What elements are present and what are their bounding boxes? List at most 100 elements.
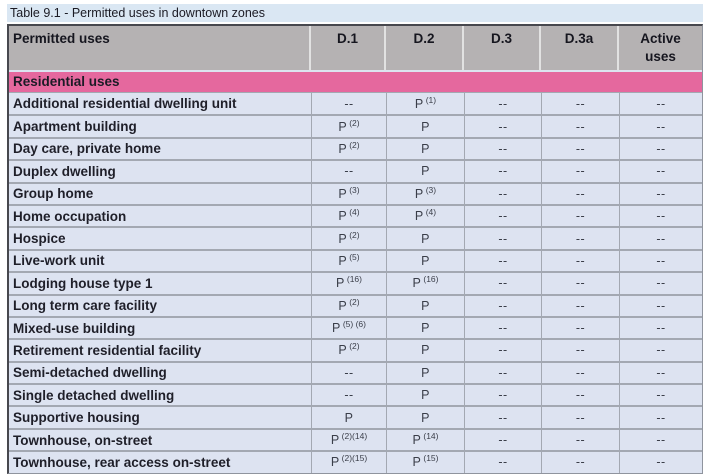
- footnote-reference: (2)(14): [341, 431, 368, 442]
- zone-permission-cell: P (2)(14): [311, 429, 386, 451]
- use-label: Supportive housing: [13, 410, 140, 426]
- permission-value: P: [338, 343, 348, 358]
- permission-value: --: [656, 365, 666, 380]
- permission-value: P: [330, 455, 340, 470]
- permission-value: --: [575, 96, 586, 111]
- zone-permission-cell: --: [311, 161, 386, 182]
- permission-value: --: [656, 96, 666, 111]
- zone-permission-cell: --: [619, 250, 702, 272]
- footnote-reference: (5) (6): [342, 319, 366, 330]
- zone-permission-cell: --: [464, 317, 541, 339]
- zone-permission-cell: --: [311, 93, 386, 115]
- zone-permission-cell: --: [541, 273, 619, 294]
- permission-value: P: [421, 365, 430, 380]
- footnote-reference: (5): [349, 251, 360, 262]
- permission-value: --: [498, 141, 508, 156]
- permission-value: --: [498, 455, 508, 470]
- permission-value: P: [338, 298, 348, 313]
- footnote-reference: (16): [346, 274, 362, 285]
- permission-value: P: [412, 455, 422, 470]
- zone-permission-cell: --: [464, 295, 541, 316]
- zone-permission-cell: --: [541, 138, 619, 160]
- permission-value: --: [656, 209, 666, 224]
- permission-value: --: [498, 433, 508, 448]
- permission-value: --: [656, 321, 666, 336]
- permission-value: --: [344, 164, 354, 179]
- zone-permission-cell: --: [311, 385, 386, 406]
- permission-value: --: [575, 119, 586, 134]
- zone-permission-cell: --: [541, 407, 619, 428]
- table-row: Townhouse, rear access on-street P (2)(15)…: [9, 450, 702, 473]
- zone-permission-cell: --: [619, 93, 702, 115]
- use-label: Long term care facility: [13, 298, 158, 314]
- permission-value: --: [575, 321, 586, 336]
- table-row: Lodging house type 1 P (16) P (16) -- -- --: [9, 271, 702, 294]
- table-row: Single detached dwelling -- P -- -- --: [9, 383, 702, 406]
- zone-permission-cell: --: [464, 429, 541, 451]
- zone-permission-cell: P (4): [311, 205, 386, 227]
- zone-permission-cell: P: [386, 295, 464, 316]
- permission-value: --: [575, 410, 586, 425]
- zone-permission-cell: --: [464, 93, 541, 115]
- zone-permission-cell: P: [386, 228, 464, 249]
- zone-permission-cell: --: [619, 183, 702, 204]
- zone-permission-cell: P: [386, 161, 464, 182]
- permission-value: --: [498, 119, 508, 134]
- zone-permission-cell: --: [541, 116, 619, 137]
- zone-permission-cell: --: [619, 385, 702, 406]
- zone-permission-cell: P (2): [311, 138, 386, 160]
- zone-permission-cell: --: [464, 362, 541, 384]
- footnote-reference: (2): [349, 229, 360, 240]
- use-label: Single detached dwelling: [13, 387, 175, 403]
- permission-value: --: [575, 433, 586, 448]
- permission-value: P: [421, 321, 430, 336]
- permission-value: --: [344, 388, 354, 403]
- column-header-d3a: D.3a: [541, 26, 619, 70]
- zone-permission-cell: --: [619, 340, 702, 361]
- table-row: Group home P (3) P (3) -- -- --: [9, 181, 702, 204]
- permission-value: --: [575, 141, 586, 156]
- permission-value: P: [332, 321, 341, 336]
- permission-value: P: [421, 343, 430, 358]
- zone-permission-cell: --: [464, 116, 541, 137]
- zone-permission-cell: --: [464, 250, 541, 272]
- zone-permission-cell: P: [386, 407, 464, 428]
- permission-value: P: [421, 298, 430, 313]
- permission-value: P: [330, 433, 340, 448]
- column-header-d2: D.2: [386, 26, 464, 70]
- permission-value: --: [656, 388, 666, 403]
- zone-permission-cell: P: [386, 116, 464, 137]
- permission-value: --: [498, 96, 508, 111]
- footnote-reference: (15): [423, 453, 439, 464]
- permission-value: --: [575, 365, 586, 380]
- permission-value: P: [414, 96, 424, 111]
- use-label: Additional residential dwelling unit: [13, 96, 237, 112]
- permission-value: --: [344, 365, 354, 380]
- zone-permission-cell: --: [619, 205, 702, 227]
- permission-value: --: [498, 276, 508, 291]
- use-label: Hospice: [13, 231, 66, 247]
- zone-permission-cell: --: [464, 452, 541, 473]
- permission-value: --: [656, 455, 666, 470]
- footnote-reference: (3): [425, 184, 437, 195]
- use-label: Day care, private home: [13, 141, 161, 157]
- zone-permission-cell: --: [464, 228, 541, 249]
- zone-permission-cell: --: [541, 228, 619, 249]
- zone-permission-cell: P (2)(15): [311, 452, 386, 473]
- zone-permission-cell: P (1): [386, 93, 464, 115]
- permission-value: --: [498, 186, 508, 201]
- table-row: Duplex dwelling -- P -- -- --: [9, 159, 702, 182]
- zone-permission-cell: --: [619, 295, 702, 316]
- permission-value: --: [575, 186, 586, 201]
- permission-value: --: [575, 388, 586, 403]
- permission-value: --: [656, 141, 666, 156]
- zone-permission-cell: --: [311, 362, 386, 384]
- permission-value: --: [498, 343, 508, 358]
- table-row: Townhouse, on-street P (2)(14) P (14) -- -- --: [9, 427, 702, 451]
- zone-permission-cell: --: [619, 273, 702, 294]
- zone-permission-cell: P (15): [386, 452, 464, 473]
- column-header-permitted-uses: Permitted uses: [9, 26, 311, 70]
- permission-value: --: [498, 321, 508, 336]
- column-header-d1: D.1: [311, 26, 386, 70]
